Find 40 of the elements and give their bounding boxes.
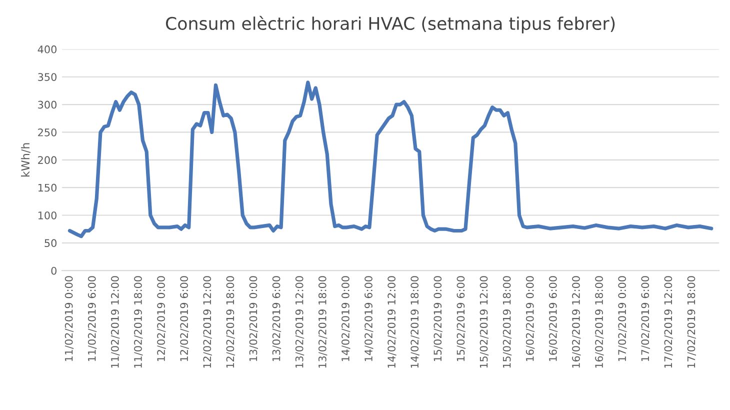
x-tick-label: 15/02/2019 6:00	[456, 276, 466, 362]
line-series	[68, 80, 714, 238]
chart-title: Consum elèctric horari HVAC (setmana tipus febrer)	[166, 16, 615, 34]
y-tick-label: 100	[38, 211, 56, 220]
y-tick-label: 200	[38, 156, 56, 164]
x-tick-label: 14/02/2019 0:00	[342, 276, 350, 362]
y-tick-label: 0	[51, 266, 56, 275]
x-tick-label: 13/02/2019 12:00	[295, 276, 304, 368]
x-tick-label: 14/02/2019 6:00	[364, 276, 374, 362]
y-tick-label: 150	[38, 184, 56, 192]
x-tick-label: 12/02/2019 18:00	[226, 276, 235, 368]
y-tick-label: 50	[44, 239, 56, 248]
x-tick-label: 17/02/2019 18:00	[687, 276, 696, 368]
x-tick-label: 11/02/2019 0:00	[64, 276, 74, 362]
x-tick-label: 16/02/2019 6:00	[548, 276, 558, 362]
x-tick-label: 16/02/2019 18:00	[595, 276, 604, 368]
y-tick-label: 250	[38, 128, 56, 136]
x-tick-label: 14/02/2019 12:00	[388, 276, 396, 368]
x-tick-label: 13/02/2019 6:00	[272, 276, 282, 362]
x-tick-label: 15/02/2019 0:00	[434, 276, 442, 362]
x-tick-label: 11/02/2019 18:00	[134, 276, 143, 368]
x-tick-label: 16/02/2019 12:00	[572, 276, 581, 368]
x-tick-label: 17/02/2019 12:00	[664, 276, 673, 368]
x-tick-label: 12/02/2019 12:00	[203, 276, 212, 368]
x-tick-label: 11/02/2019 12:00	[110, 276, 120, 368]
x-tick-label: 14/02/2019 18:00	[410, 276, 420, 368]
x-tick-label: 12/02/2019 0:00	[157, 276, 166, 362]
x-tick-label: 12/02/2019 6:00	[180, 276, 189, 362]
x-tick-label: 13/02/2019 0:00	[249, 276, 258, 362]
x-tick-label: 11/02/2019 6:00	[88, 276, 97, 362]
x-tick-label: 17/02/2019 6:00	[641, 276, 650, 362]
x-tick-label: 13/02/2019 18:00	[318, 276, 328, 368]
y-tick-label: 350	[38, 73, 56, 81]
x-tick-label: 15/02/2019 12:00	[480, 276, 489, 368]
x-tick-label: 15/02/2019 18:00	[502, 276, 512, 368]
y-tick-label: 400	[38, 45, 56, 54]
x-tick-label: 17/02/2019 0:00	[618, 276, 627, 362]
y-tick-label: 300	[38, 100, 56, 109]
y-axis-title: kWh/h	[20, 143, 30, 177]
x-tick-label: 16/02/2019 0:00	[526, 276, 535, 362]
